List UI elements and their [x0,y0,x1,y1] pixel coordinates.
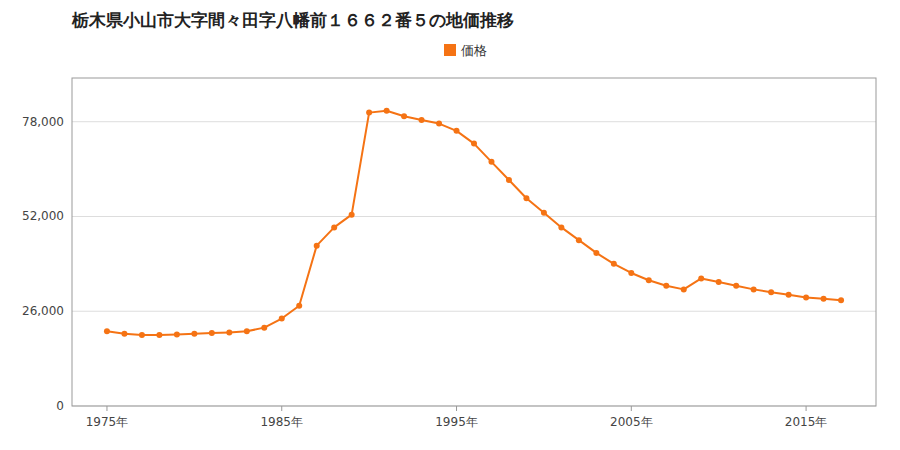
x-tick-label: 1975年 [86,415,129,429]
series-marker [698,275,704,281]
series-marker [716,279,722,285]
x-tick-label: 2015年 [785,415,828,429]
y-tick-label: 26,000 [22,304,64,318]
series-marker [681,286,687,292]
series-marker [751,286,757,292]
series-marker [366,110,372,116]
series-marker [314,243,320,249]
series-marker [209,330,215,336]
series-marker [156,332,162,338]
y-tick-label: 0 [56,399,64,413]
series-marker [121,331,127,337]
x-tick [456,406,457,411]
series-marker [104,328,110,334]
series-marker [419,117,425,123]
series-marker [576,237,582,243]
grid-line [72,216,876,217]
series-marker [244,328,250,334]
y-tick-label: 52,000 [22,209,64,223]
series-marker [541,210,547,216]
series-marker [733,283,739,289]
series-marker [331,224,337,230]
series-marker [436,121,442,127]
y-tick-label: 78,000 [22,115,64,129]
legend-swatch [444,44,456,56]
x-tick [631,406,632,411]
plot-frame [72,78,876,406]
series-marker [558,224,564,230]
series-marker [191,331,197,337]
series-marker [821,296,827,302]
x-tick [106,406,107,411]
legend: 価格 [444,43,487,58]
chart-title: 栃木県小山市大字間々田字八幡前１６６２番５の地価推移 [71,10,514,30]
series-marker [593,250,599,256]
series-marker [296,303,302,309]
series-marker [401,113,407,119]
series-marker [506,177,512,183]
series-marker [523,195,529,201]
grid-line [72,121,876,122]
series-marker [454,128,460,134]
chart-svg: 栃木県小山市大字間々田字八幡前１６６２番５の地価推移 0 26,000 52,000 7… [0,0,900,450]
x-tick-label: 2005年 [610,415,653,429]
series-marker [628,270,634,276]
series-marker [226,329,232,335]
series-marker [261,325,267,331]
plot-data [104,108,844,338]
series-marker [488,159,494,165]
series-line [107,111,841,335]
series-marker [786,292,792,298]
axes: 0 26,000 52,000 78,000 1975年 1985年 1995年 2005年 2… [22,78,876,429]
series-marker [174,332,180,338]
x-tick-label: 1995年 [435,415,478,429]
series-marker [768,289,774,295]
series-marker [471,141,477,147]
series-marker [139,332,145,338]
grid [72,122,876,406]
chart-container: 栃木県小山市大字間々田字八幡前１６６２番５の地価推移 0 26,000 52,000 7… [0,0,900,450]
grid-line [72,311,876,312]
series-marker [611,261,617,267]
series-marker [384,108,390,114]
series-marker [646,277,652,283]
series-marker [279,316,285,322]
x-tick [281,406,282,411]
series-marker [803,294,809,300]
series-marker [349,212,355,218]
legend-label: 価格 [461,43,487,58]
series-marker [838,297,844,303]
series-marker [663,283,669,289]
x-tick-label: 1985年 [260,415,303,429]
x-tick [806,406,807,411]
